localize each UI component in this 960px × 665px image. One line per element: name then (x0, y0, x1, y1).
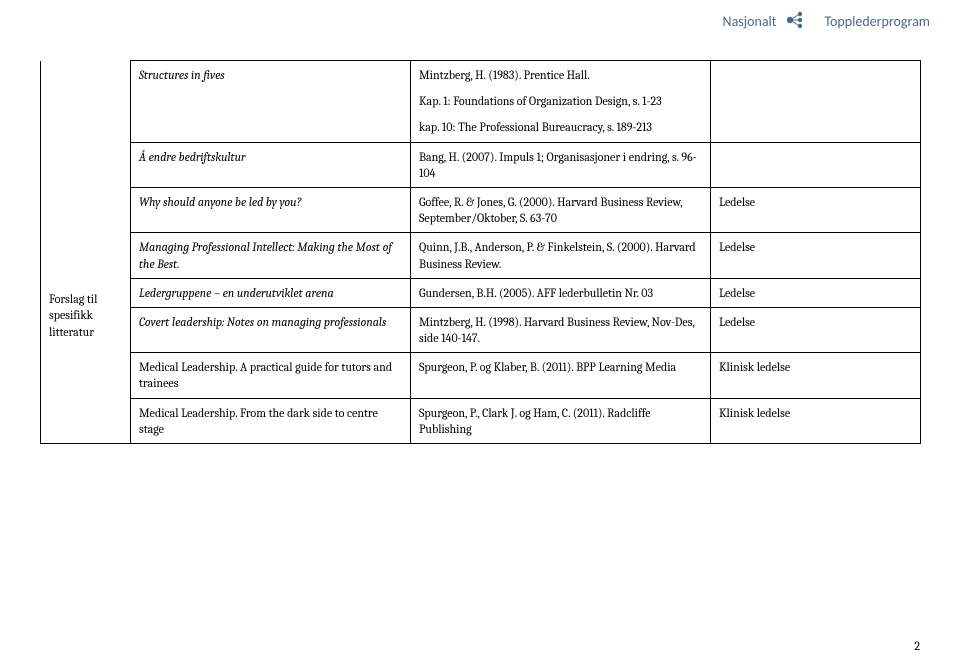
title-text: Structures in fives (139, 68, 225, 82)
ref-cell: Mintzberg, H. (1998). Harvard Business R… (411, 307, 711, 352)
table-row: Forslag til spesifikk litteratur Ledergr… (41, 278, 921, 307)
title-text: Why should anyone be led by you? (139, 195, 301, 209)
page-number: 2 (914, 639, 920, 653)
sidebar-cell (41, 187, 131, 232)
ref-p3: kap. 10: The Professional Bureaucracy, s… (419, 119, 702, 135)
sidebar-label-cell: Forslag til spesifikk litteratur (41, 278, 131, 353)
ref-p1: Mintzberg, H. (1983). Prentice Hall. (419, 67, 702, 83)
table-row: Å endre bedriftskultur Bang, H. (2007). … (41, 142, 921, 187)
sidebar-cell (41, 142, 131, 187)
table-row: Covert leadership: Notes on managing pro… (41, 307, 921, 352)
cat-cell (711, 61, 921, 143)
cat-cell: Ledelse (711, 278, 921, 307)
sidebar-cell (41, 398, 131, 443)
title-text: Å endre bedriftskultur (139, 150, 246, 164)
brand-word-2: Topplederprogram (824, 13, 930, 30)
title-cell: Managing Professional Intellect: Making … (131, 233, 411, 278)
title-cell: Ledergruppene – en underutviklet arena (131, 278, 411, 307)
brand-logo-icon (784, 10, 816, 33)
sidebar-cell (41, 61, 131, 143)
title-cell: Medical Leadership. From the dark side t… (131, 398, 411, 443)
title-cell: Covert leadership: Notes on managing pro… (131, 307, 411, 352)
title-text: Ledergruppene – en underutviklet arena (139, 286, 334, 300)
title-text: Covert leadership: Notes on managing pro… (139, 315, 386, 329)
ref-cell: Spurgeon, P. og Klaber, B. (2011). BPP L… (411, 353, 711, 398)
literature-table: Structures in fives Mintzberg, H. (1983)… (40, 60, 921, 444)
title-text: Managing Professional Intellect: Making … (139, 240, 392, 270)
ref-cell: Quinn, J.B., Anderson, P. & Finkelstein,… (411, 233, 711, 278)
brand-header: Nasjonalt Topplederprogram (723, 10, 930, 33)
ref-cell: Gundersen, B.H. (2005). AFF lederbulleti… (411, 278, 711, 307)
table-row: Managing Professional Intellect: Making … (41, 233, 921, 278)
title-cell: Å endre bedriftskultur (131, 142, 411, 187)
brand-word-1: Nasjonalt (723, 13, 777, 30)
ref-p2: Kap. 1: Foundations of Organization Desi… (419, 93, 702, 109)
ref-cell: Mintzberg, H. (1983). Prentice Hall. Kap… (411, 61, 711, 143)
table-row: Why should anyone be led by you? Goffee,… (41, 187, 921, 232)
cat-cell: Ledelse (711, 187, 921, 232)
sidebar-cell (41, 233, 131, 278)
ref-cell: Spurgeon, P., Clark J. og Ham, C. (2011)… (411, 398, 711, 443)
table-row: Structures in fives Mintzberg, H. (1983)… (41, 61, 921, 143)
table-row: Medical Leadership. A practical guide fo… (41, 353, 921, 398)
ref-cell: Goffee, R. & Jones, G. (2000). Harvard B… (411, 187, 711, 232)
ref-cell: Bang, H. (2007). Impuls 1; Organisasjone… (411, 142, 711, 187)
page-content: Structures in fives Mintzberg, H. (1983)… (0, 0, 960, 464)
cat-cell (711, 142, 921, 187)
title-cell: Why should anyone be led by you? (131, 187, 411, 232)
cat-cell: Klinisk ledelse (711, 398, 921, 443)
title-cell: Structures in fives (131, 61, 411, 143)
table-row: Medical Leadership. From the dark side t… (41, 398, 921, 443)
cat-cell: Ledelse (711, 307, 921, 352)
cat-cell: Ledelse (711, 233, 921, 278)
title-cell: Medical Leadership. A practical guide fo… (131, 353, 411, 398)
brand-text: Nasjonalt (723, 13, 777, 30)
sidebar-cell (41, 353, 131, 398)
cat-cell: Klinisk ledelse (711, 353, 921, 398)
